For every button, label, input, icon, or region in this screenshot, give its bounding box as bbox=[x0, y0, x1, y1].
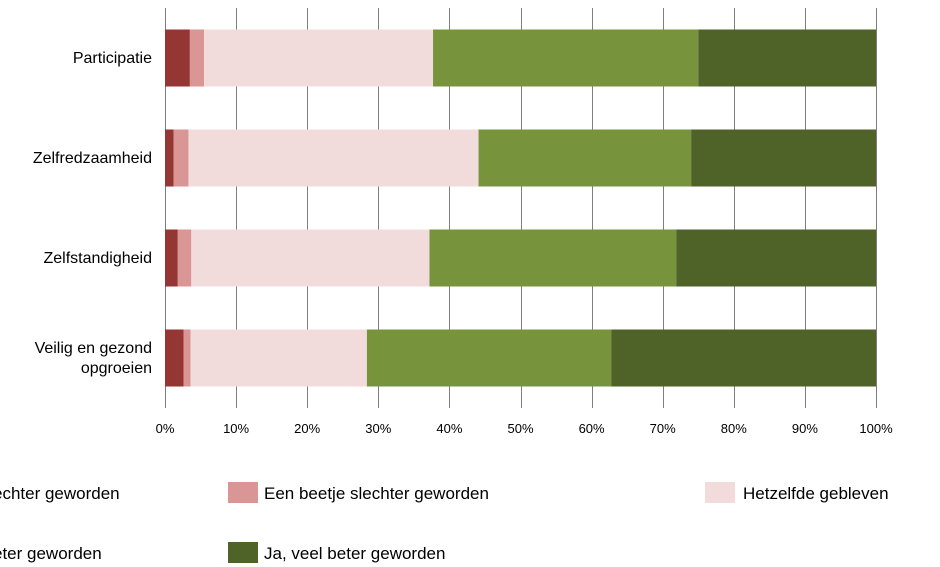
bar-segment bbox=[478, 129, 692, 187]
x-tick-labels: 0% 10% 20% 30% 40% 50% 60% 70% 80% 90% 100% bbox=[156, 421, 893, 436]
legend-label: echter geworden bbox=[0, 484, 120, 503]
category-label: opgroeien bbox=[81, 360, 152, 377]
x-tick-label: 80% bbox=[721, 421, 747, 436]
bars bbox=[165, 29, 876, 387]
legend-label: eter geworden bbox=[0, 544, 102, 563]
bar-segment bbox=[190, 329, 367, 387]
x-tick-label: 70% bbox=[650, 421, 676, 436]
x-tick-label: 40% bbox=[436, 421, 462, 436]
category-label: Participatie bbox=[73, 50, 152, 67]
category-labels: Participatie Zelfredzaamheid Zelfstandighe… bbox=[33, 50, 152, 377]
bar-segment bbox=[165, 229, 178, 287]
bar-segment bbox=[429, 229, 677, 287]
category-label: Zelfstandigheid bbox=[43, 250, 152, 267]
legend-swatch bbox=[228, 542, 258, 563]
bar-segment bbox=[191, 229, 430, 287]
legend-swatch bbox=[705, 482, 735, 503]
bar-segment bbox=[173, 129, 189, 187]
bar-segment bbox=[691, 129, 876, 187]
bar-segment bbox=[698, 29, 876, 87]
x-tick-label: 0% bbox=[156, 421, 175, 436]
bar-segment bbox=[188, 129, 479, 187]
legend-label: Ja, veel beter geworden bbox=[264, 544, 445, 563]
x-tick-label: 60% bbox=[579, 421, 605, 436]
bar-segment bbox=[611, 329, 876, 387]
bar-segment bbox=[676, 229, 876, 287]
x-tick-label: 50% bbox=[507, 421, 533, 436]
x-tick-label: 90% bbox=[792, 421, 818, 436]
bar-segment bbox=[165, 329, 184, 387]
x-tick-label: 10% bbox=[223, 421, 249, 436]
category-label: Zelfredzaamheid bbox=[33, 150, 152, 167]
bar-segment bbox=[183, 329, 191, 387]
bar-segment bbox=[366, 329, 612, 387]
bar-segment bbox=[177, 229, 192, 287]
bar-segment bbox=[165, 29, 190, 87]
bar-segment bbox=[204, 29, 434, 87]
bar-segment bbox=[189, 29, 205, 87]
legend: echter geworden Een beetje slechter gewor… bbox=[0, 482, 889, 563]
legend-swatch bbox=[228, 482, 258, 503]
x-tick-label: 30% bbox=[365, 421, 391, 436]
bar-segment bbox=[433, 29, 699, 87]
legend-label: Een beetje slechter geworden bbox=[264, 484, 489, 503]
category-label: Veilig en gezond bbox=[35, 340, 152, 357]
legend-label: Hetzelfde gebleven bbox=[743, 484, 889, 503]
x-tick-label: 100% bbox=[859, 421, 893, 436]
x-tick-label: 20% bbox=[294, 421, 320, 436]
bar-segment bbox=[165, 129, 174, 187]
